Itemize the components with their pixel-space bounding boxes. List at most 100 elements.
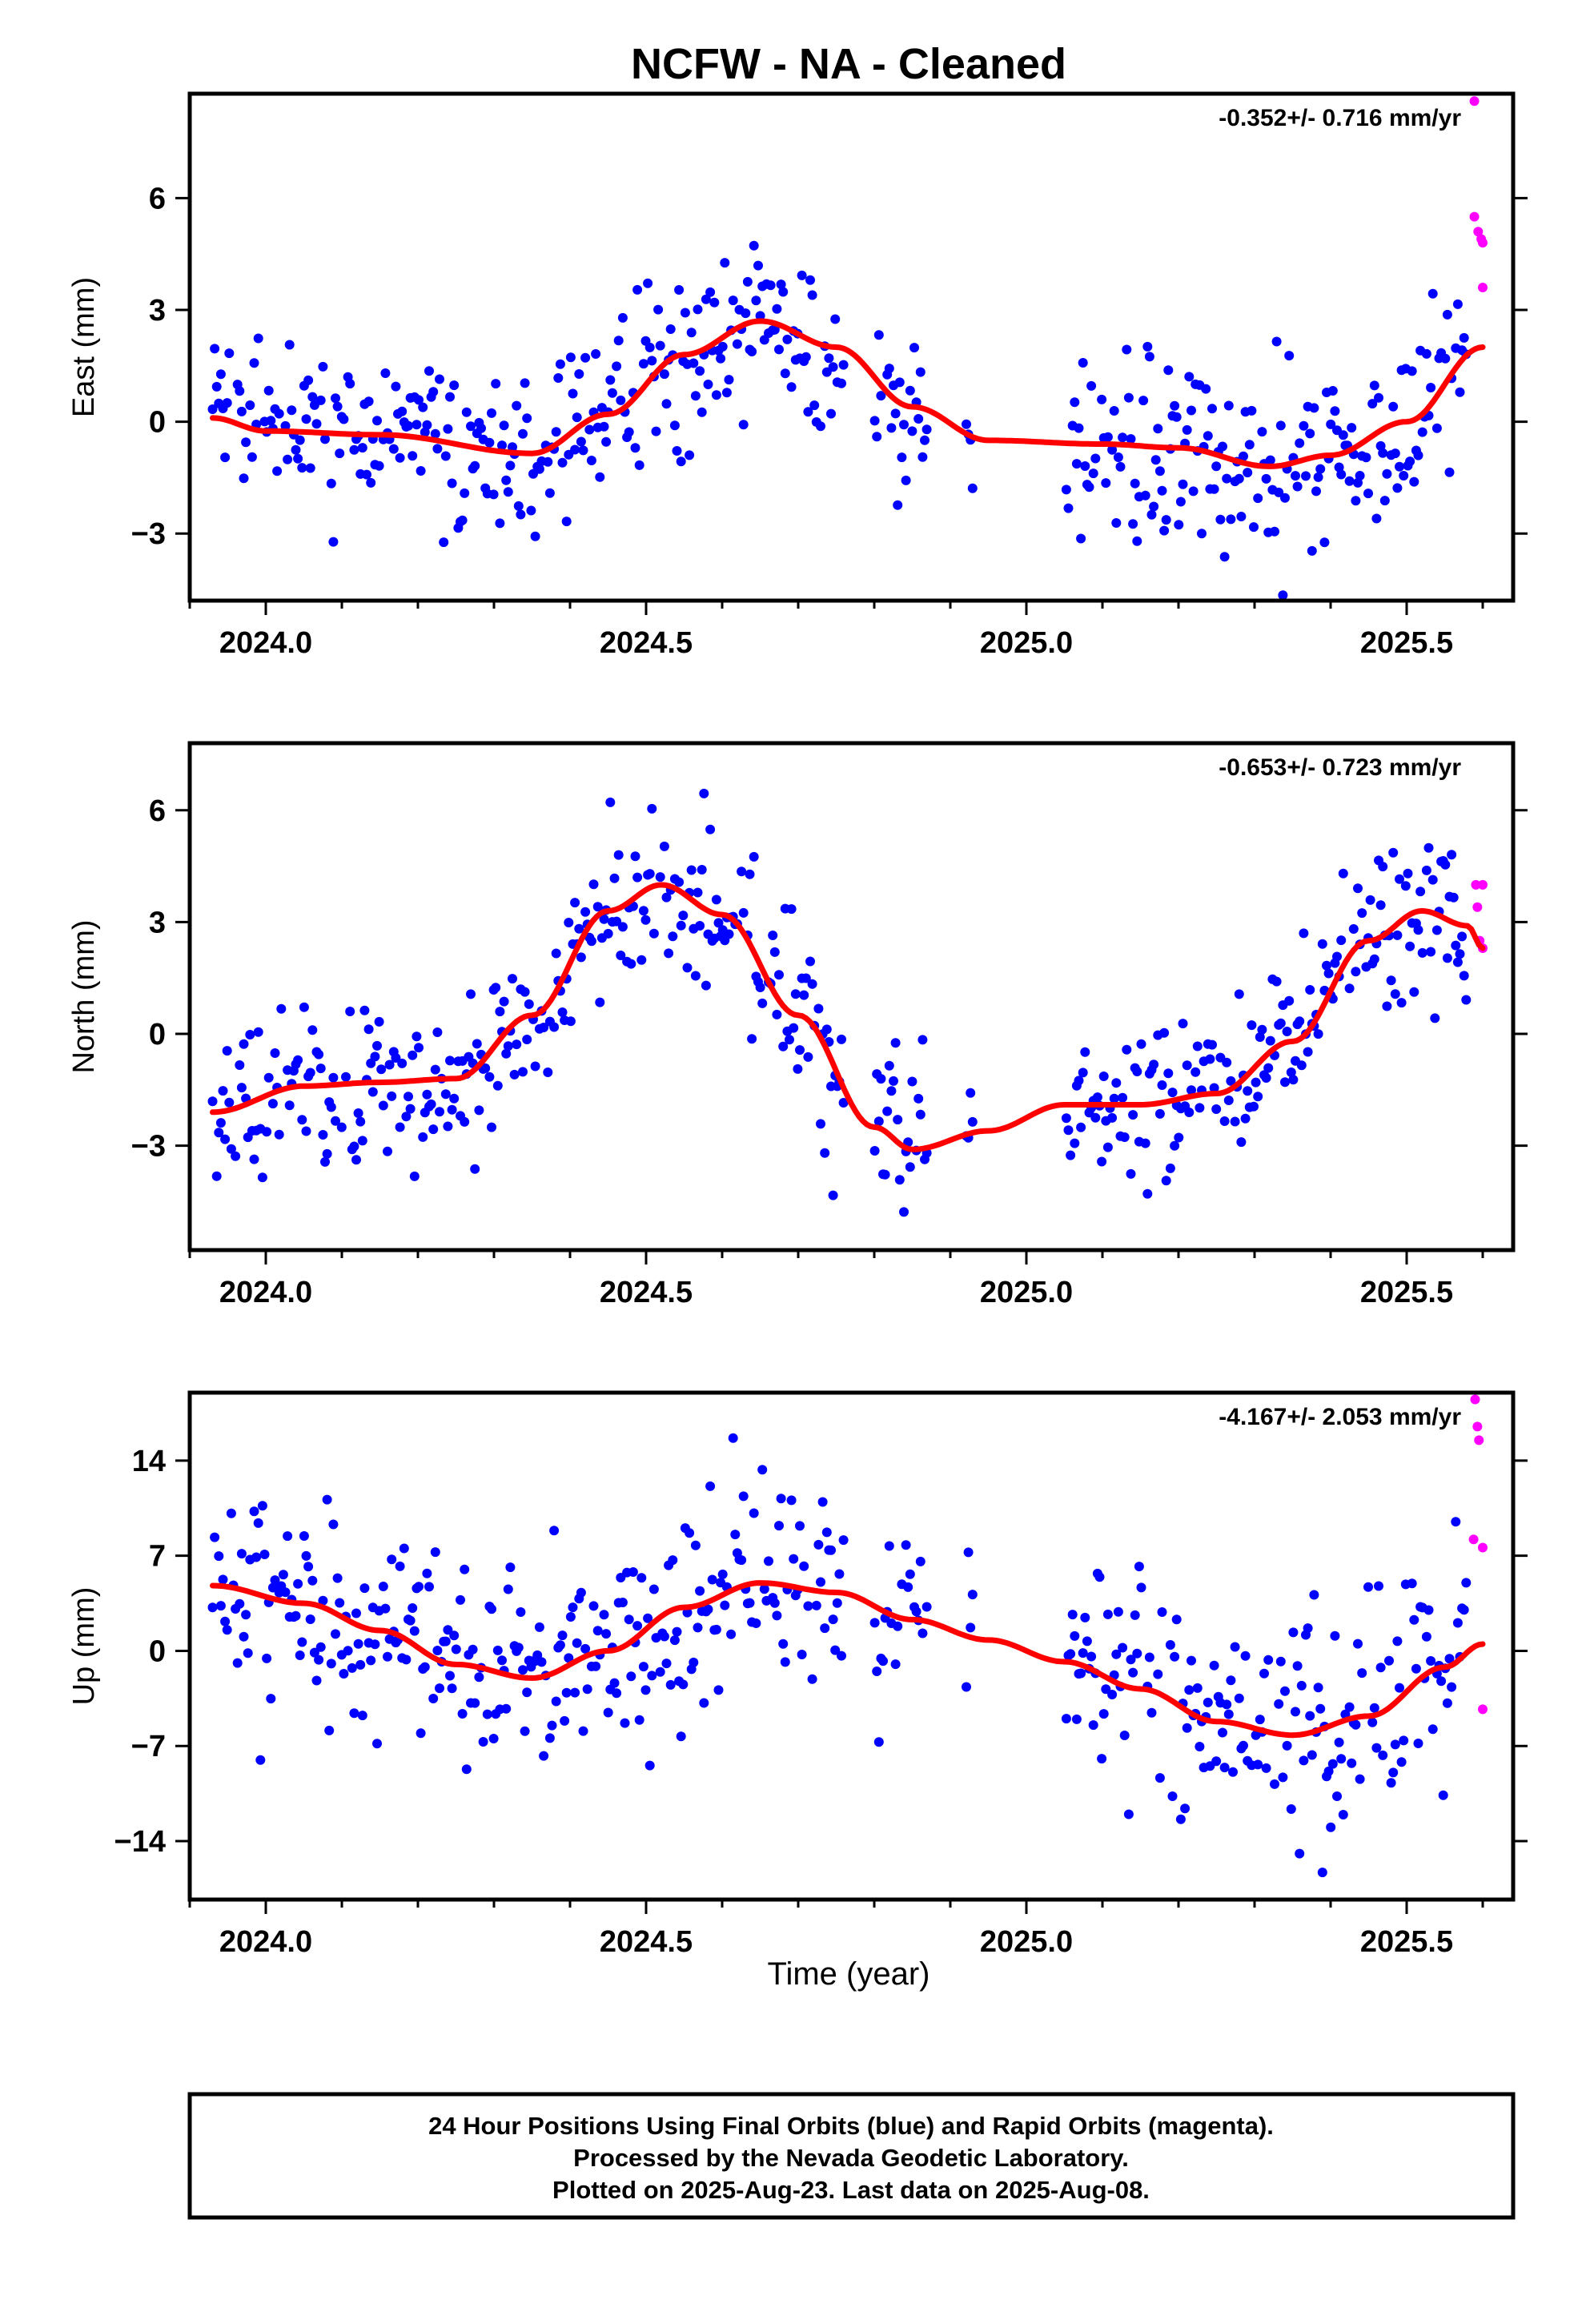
up-final-orbit-point <box>1167 1791 1178 1801</box>
up-final-orbit-point <box>520 1726 530 1736</box>
up-final-orbit-point <box>749 1508 759 1518</box>
up-final-orbit-point <box>1259 1668 1269 1679</box>
north-final-orbit-point <box>539 1023 549 1032</box>
up-final-orbit-point <box>601 1629 612 1639</box>
up-final-orbit-point <box>676 1731 686 1742</box>
north-final-orbit-point <box>884 1060 894 1071</box>
up-final-orbit-point <box>703 1604 713 1614</box>
east-final-orbit-point <box>1149 501 1159 512</box>
east-final-orbit-point <box>222 398 232 408</box>
east-final-orbit-point <box>366 477 376 488</box>
up-final-orbit-point <box>422 1568 432 1578</box>
north-final-orbit-point <box>785 1035 794 1045</box>
up-final-orbit-point <box>1239 1740 1248 1751</box>
up-final-orbit-point <box>1447 1682 1457 1692</box>
north-final-orbit-point <box>876 1074 886 1084</box>
north-final-orbit-point <box>890 1038 901 1048</box>
east-final-orbit-point <box>1157 485 1167 496</box>
east-final-orbit-point <box>1315 464 1326 474</box>
east-final-orbit-point <box>466 421 476 432</box>
east-final-orbit-point <box>501 475 512 485</box>
east-final-orbit-point <box>753 260 763 271</box>
east-final-orbit-point <box>1374 392 1383 403</box>
east-x-tick-label: 2025.0 <box>980 626 1073 660</box>
east-final-orbit-point <box>1207 404 1217 414</box>
east-final-orbit-point <box>210 344 220 354</box>
north-final-orbit-point <box>551 948 561 959</box>
east-final-orbit-point <box>1153 424 1163 434</box>
east-final-orbit-point <box>1278 590 1288 601</box>
east-final-orbit-point <box>1392 483 1403 493</box>
east-final-orbit-point <box>893 500 903 510</box>
up-final-orbit-point <box>249 1506 259 1517</box>
east-final-orbit-point <box>1336 469 1347 480</box>
east-final-orbit-point <box>697 407 707 417</box>
up-y-tick-label: 7 <box>149 1540 166 1574</box>
north-final-orbit-point <box>755 983 765 992</box>
north-final-orbit-point <box>470 1164 480 1174</box>
east-final-orbit-point <box>1236 512 1247 521</box>
east-final-orbit-point <box>1399 471 1409 480</box>
up-final-orbit-point <box>582 1684 592 1695</box>
east-final-orbit-point <box>669 420 680 431</box>
north-final-orbit-point <box>659 841 669 851</box>
up-final-orbit-point <box>1367 1717 1378 1727</box>
up-final-orbit-point <box>1386 1778 1396 1788</box>
east-final-orbit-point <box>345 379 355 389</box>
up-final-orbit-point <box>1338 1810 1348 1819</box>
north-final-orbit-point <box>907 1076 917 1087</box>
north-final-orbit-point <box>270 1048 280 1058</box>
north-final-orbit-point <box>245 1030 255 1039</box>
up-final-orbit-point <box>962 1682 971 1692</box>
up-final-orbit-point <box>497 1655 507 1666</box>
up-final-orbit-point <box>301 1550 311 1561</box>
north-final-orbit-point <box>592 902 603 912</box>
east-final-orbit-point <box>1115 461 1126 472</box>
east-final-orbit-point <box>1299 420 1309 431</box>
east-final-orbit-point <box>703 380 713 389</box>
north-final-orbit-point <box>586 936 596 947</box>
east-y-tick-label: 3 <box>149 294 166 328</box>
north-final-orbit-point <box>813 1003 824 1014</box>
north-final-orbit-point <box>1107 1112 1118 1123</box>
north-final-orbit-point <box>1275 1018 1286 1028</box>
up-final-orbit-point <box>555 1640 565 1651</box>
up-final-orbit-point <box>644 1760 655 1771</box>
north-final-orbit-point <box>480 1063 491 1073</box>
east-final-orbit-point <box>247 452 257 462</box>
east-final-orbit-point <box>503 487 513 497</box>
up-final-orbit-point <box>1098 1709 1109 1719</box>
east-final-orbit-point <box>422 420 432 430</box>
east-final-orbit-point <box>1107 444 1118 455</box>
east-final-orbit-point <box>774 344 784 355</box>
up-final-orbit-point <box>214 1551 224 1562</box>
up-final-orbit-point <box>711 1624 721 1634</box>
up-final-orbit-point <box>878 1656 888 1667</box>
east-final-orbit-point <box>487 408 496 418</box>
east-final-orbit-point <box>1363 489 1373 499</box>
up-final-orbit-point <box>1078 1648 1088 1659</box>
north-final-orbit-point <box>299 1002 309 1012</box>
north-final-orbit-point <box>1421 865 1431 875</box>
north-final-orbit-point <box>276 1003 287 1014</box>
east-final-orbit-point <box>717 341 728 352</box>
east-final-orbit-point <box>890 408 901 419</box>
up-final-orbit-point <box>474 1672 484 1683</box>
east-final-orbit-point <box>1253 493 1263 504</box>
east-data-layer <box>207 96 1488 601</box>
north-final-orbit-point <box>613 850 624 860</box>
north-final-orbit-point <box>257 1172 267 1183</box>
north-final-orbit-point <box>1396 998 1407 1008</box>
up-final-orbit-point <box>1230 1642 1240 1652</box>
up-final-orbit-point <box>1286 1804 1296 1814</box>
east-final-orbit-point <box>439 537 449 548</box>
up-y-axis-label: Up (mm) <box>67 1587 101 1706</box>
north-final-orbit-point <box>1076 1122 1086 1132</box>
up-final-orbit-point <box>488 1734 499 1743</box>
east-final-orbit-point <box>711 390 721 400</box>
east-final-orbit-point <box>497 440 507 451</box>
north-final-orbit-point <box>1413 925 1423 935</box>
up-final-orbit-point <box>253 1518 263 1528</box>
up-final-orbit-point <box>1317 1868 1327 1878</box>
up-final-orbit-point <box>534 1622 544 1632</box>
